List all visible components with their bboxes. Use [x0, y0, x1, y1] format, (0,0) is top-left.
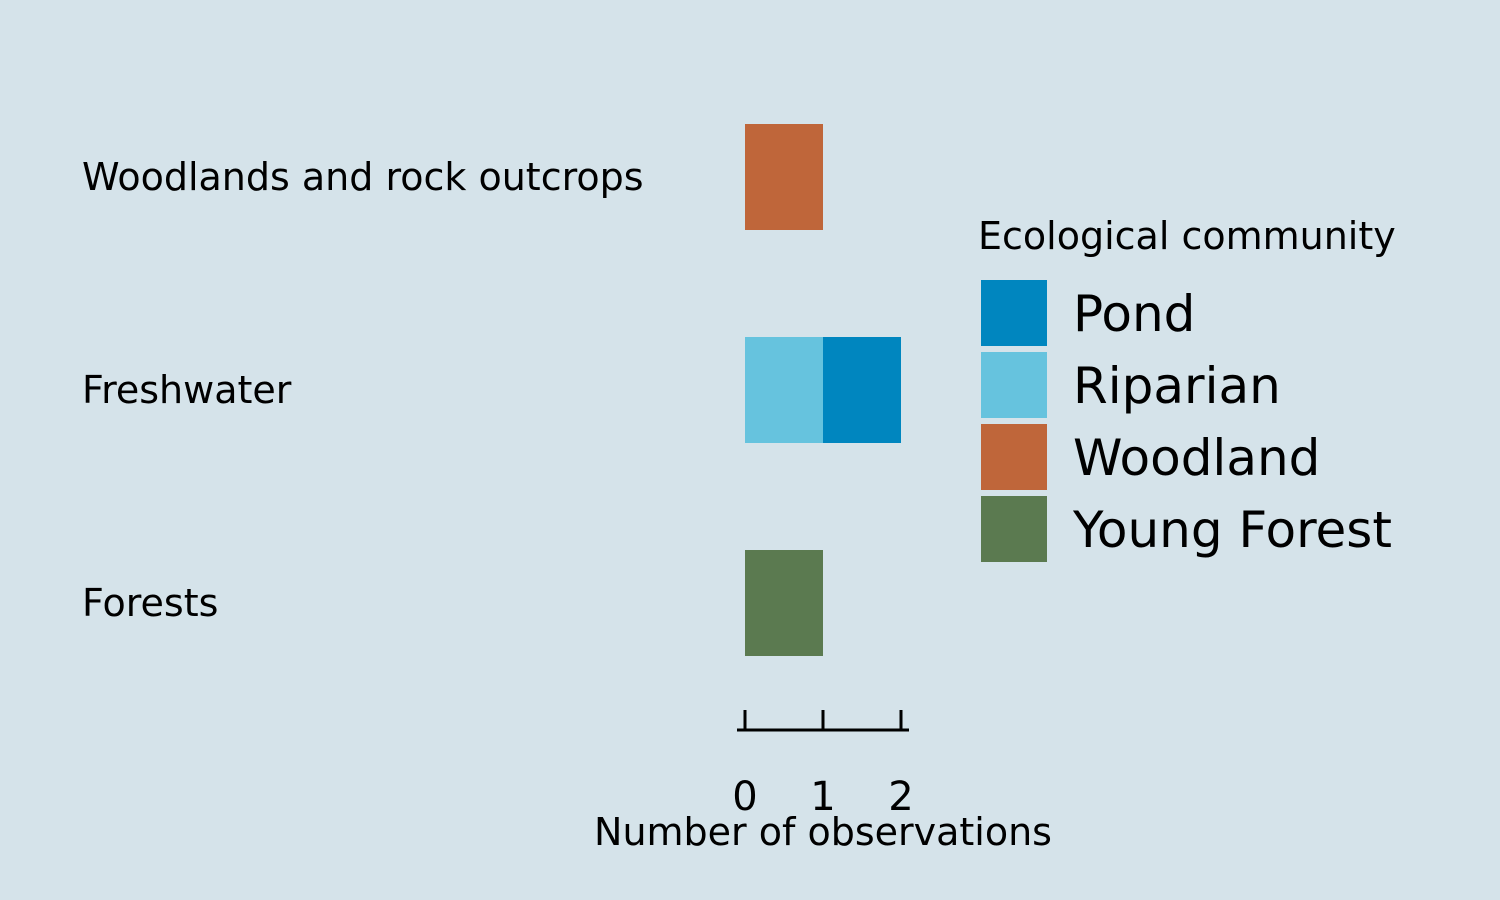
legend-item-label: Pond: [1073, 285, 1195, 343]
legend-title: Ecological community: [978, 214, 1396, 258]
legend-item-label: Woodland: [1073, 429, 1320, 487]
legend-swatch-woodland: [981, 424, 1047, 490]
x-tick-label: 1: [810, 774, 835, 820]
legend-swatch-young-forest: [981, 496, 1047, 562]
x-tick-label: 2: [888, 774, 913, 820]
legend-item-label: Young Forest: [1072, 501, 1392, 559]
x-axis-title: Number of observations: [594, 810, 1052, 854]
x-tick-label: 0: [732, 774, 757, 820]
bar-young-forest: [745, 550, 823, 656]
legend-item-label: Riparian: [1073, 357, 1281, 415]
category-label: Forests: [82, 581, 218, 625]
legend-swatch-pond: [981, 280, 1047, 346]
category-label: Woodlands and rock outcrops: [82, 155, 644, 199]
bar-pond: [823, 337, 901, 443]
category-label: Freshwater: [82, 368, 292, 412]
legend-swatch-riparian: [981, 352, 1047, 418]
bar-woodland: [745, 124, 823, 230]
bar-riparian: [745, 337, 823, 443]
